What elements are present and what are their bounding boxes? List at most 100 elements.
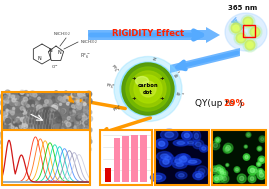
Circle shape — [40, 146, 46, 151]
Circle shape — [63, 96, 68, 101]
Text: $\mathregular{PF_6^-}$: $\mathregular{PF_6^-}$ — [80, 51, 91, 61]
Circle shape — [9, 139, 11, 142]
Circle shape — [10, 119, 16, 125]
Circle shape — [217, 167, 221, 171]
Text: carbon
dot: carbon dot — [138, 83, 158, 95]
Circle shape — [45, 136, 49, 139]
Circle shape — [19, 149, 22, 152]
Circle shape — [22, 148, 28, 154]
Circle shape — [74, 97, 79, 103]
Circle shape — [79, 115, 82, 118]
Circle shape — [19, 111, 20, 112]
Circle shape — [53, 119, 56, 123]
Circle shape — [222, 170, 228, 176]
Circle shape — [23, 146, 29, 151]
Circle shape — [5, 133, 10, 138]
Circle shape — [33, 93, 37, 97]
Circle shape — [220, 176, 223, 178]
Circle shape — [51, 148, 55, 152]
Circle shape — [87, 110, 92, 115]
Circle shape — [5, 123, 6, 124]
Circle shape — [69, 144, 72, 147]
Circle shape — [31, 107, 33, 110]
Circle shape — [11, 95, 15, 98]
Circle shape — [73, 129, 76, 133]
Circle shape — [6, 118, 12, 123]
Circle shape — [87, 139, 92, 144]
Circle shape — [250, 168, 254, 173]
Circle shape — [87, 142, 90, 145]
Circle shape — [73, 129, 76, 132]
Circle shape — [76, 115, 81, 121]
Circle shape — [27, 108, 30, 112]
Circle shape — [4, 149, 7, 153]
Circle shape — [54, 122, 59, 127]
Circle shape — [33, 126, 38, 131]
Circle shape — [53, 125, 59, 130]
Circle shape — [45, 100, 48, 103]
Circle shape — [85, 129, 90, 134]
Circle shape — [61, 109, 66, 114]
Circle shape — [15, 123, 17, 125]
Text: QY(up to: QY(up to — [195, 99, 237, 108]
Text: N: N — [57, 50, 61, 54]
Circle shape — [53, 127, 55, 129]
Ellipse shape — [184, 159, 201, 165]
Circle shape — [24, 102, 27, 106]
Ellipse shape — [185, 140, 197, 145]
Circle shape — [52, 147, 56, 151]
Circle shape — [50, 99, 55, 104]
Ellipse shape — [202, 147, 206, 150]
Circle shape — [19, 124, 25, 129]
Text: $\mathregular{Br^-}$: $\mathregular{Br^-}$ — [172, 68, 184, 80]
Ellipse shape — [175, 154, 191, 165]
Circle shape — [46, 122, 49, 125]
Circle shape — [23, 141, 25, 143]
Circle shape — [87, 119, 90, 122]
Text: N: N — [48, 47, 52, 53]
Circle shape — [38, 135, 42, 139]
Circle shape — [215, 173, 225, 183]
Circle shape — [213, 168, 217, 172]
Ellipse shape — [161, 154, 168, 159]
Circle shape — [55, 108, 59, 112]
Circle shape — [76, 103, 81, 108]
Circle shape — [32, 134, 34, 136]
Circle shape — [16, 109, 19, 112]
Circle shape — [215, 165, 223, 173]
Circle shape — [56, 109, 57, 110]
Circle shape — [223, 177, 227, 181]
Circle shape — [234, 31, 248, 45]
Polygon shape — [206, 27, 220, 43]
Circle shape — [22, 101, 26, 105]
Ellipse shape — [158, 141, 165, 146]
Ellipse shape — [151, 173, 166, 182]
Circle shape — [76, 120, 81, 125]
Circle shape — [1, 93, 6, 99]
Circle shape — [56, 135, 59, 138]
Circle shape — [67, 117, 71, 120]
Circle shape — [58, 96, 62, 100]
Circle shape — [74, 138, 76, 140]
Polygon shape — [170, 48, 240, 73]
Circle shape — [17, 131, 20, 134]
Circle shape — [52, 132, 58, 137]
Circle shape — [40, 107, 41, 109]
Circle shape — [30, 98, 31, 99]
Circle shape — [62, 128, 64, 130]
Circle shape — [33, 108, 39, 114]
Circle shape — [17, 137, 19, 139]
Circle shape — [86, 145, 89, 148]
Circle shape — [77, 100, 79, 102]
Circle shape — [54, 144, 60, 150]
Circle shape — [71, 93, 76, 98]
Circle shape — [239, 176, 244, 181]
Circle shape — [34, 111, 39, 115]
Circle shape — [2, 92, 6, 96]
Circle shape — [10, 108, 15, 113]
Circle shape — [66, 122, 71, 127]
Circle shape — [62, 97, 67, 102]
Circle shape — [41, 92, 44, 94]
Circle shape — [56, 144, 61, 150]
Circle shape — [29, 120, 32, 122]
